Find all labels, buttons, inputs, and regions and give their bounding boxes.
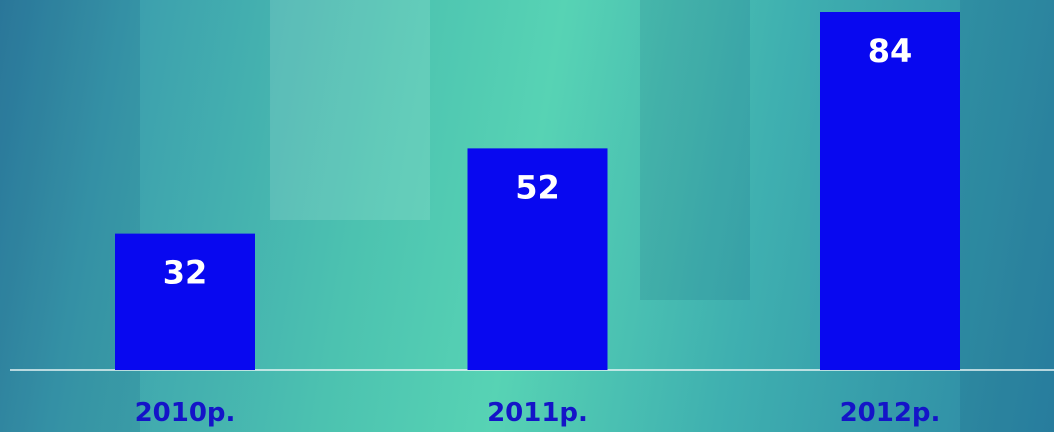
- value-label: 52: [515, 168, 560, 206]
- value-label: 84: [868, 32, 913, 70]
- x-tick-label: 2011р.: [487, 398, 588, 428]
- x-tick-label: 2010р.: [135, 398, 236, 428]
- slide: 32 2010р. 52 2011р. 84 2012р.: [0, 0, 1054, 432]
- chart: 32 2010р. 52 2011р. 84 2012р.: [0, 0, 1054, 432]
- x-tick-label: 2012р.: [840, 398, 941, 428]
- value-label: 32: [163, 254, 208, 292]
